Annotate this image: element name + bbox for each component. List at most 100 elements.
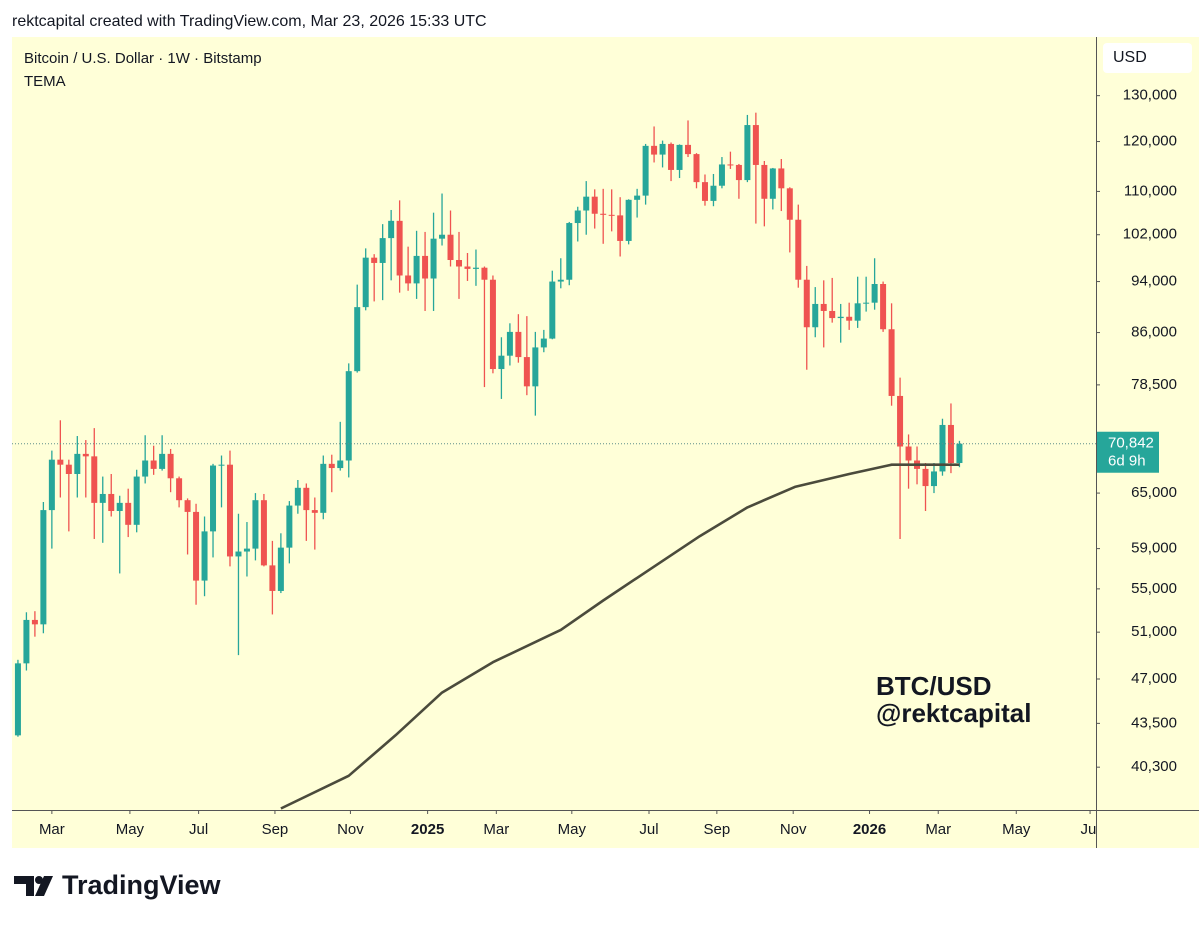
x-tick-label: Nov: [780, 821, 807, 838]
x-tick-label: Sep: [704, 821, 731, 838]
candle-body: [523, 357, 530, 387]
x-axis: Mar May Jul Sep Nov 2025 Mar May Jul Sep Nov 2026 Ma…: [39, 810, 1096, 838]
y-tick-label: 120,000: [1123, 133, 1177, 150]
x-tick-label: Mar: [925, 821, 951, 838]
candle-body: [778, 168, 785, 189]
candle-body: [481, 267, 488, 280]
candle-body: [812, 303, 819, 328]
candle-body: [413, 255, 420, 284]
candle-body: [846, 316, 853, 321]
candle-body: [260, 500, 267, 566]
candle-body: [506, 331, 513, 356]
watermark: @rektcapital: [876, 698, 1031, 728]
candle-body: [600, 213, 607, 215]
countdown: 6d 9h: [1108, 453, 1146, 470]
candle-body: [167, 453, 174, 479]
candle-body: [608, 214, 615, 216]
candle-body: [489, 279, 496, 370]
last-price-box: [1097, 431, 1159, 473]
candle-body: [226, 464, 233, 557]
y-tick-label: 43,500: [1131, 714, 1177, 731]
candle-body: [31, 619, 38, 625]
candle-body: [430, 238, 437, 279]
y-tick-label: 65,000: [1131, 484, 1177, 501]
candle-body: [286, 505, 293, 548]
y-tick-label: 40,300: [1131, 758, 1177, 775]
candle-body: [371, 257, 378, 263]
candle-body: [252, 500, 259, 549]
candle-body: [744, 125, 751, 181]
brand: TradingView: [62, 870, 222, 900]
candle-body: [116, 502, 123, 512]
candle-body: [803, 279, 810, 328]
candle-body: [710, 185, 717, 201]
candle-body: [752, 125, 759, 165]
candle-body: [472, 267, 479, 269]
candle-body: [14, 663, 21, 736]
candle-body: [837, 316, 844, 319]
x-tick-label: Mar: [39, 821, 65, 838]
indicator-legend: TEMA: [24, 73, 66, 90]
candle-body: [303, 487, 310, 511]
candle-body: [761, 164, 768, 199]
candle-body: [634, 195, 641, 200]
candle-body: [311, 510, 318, 513]
candle-body: [498, 355, 505, 370]
candle-body: [574, 210, 581, 224]
candle-body: [269, 565, 276, 591]
y-tick-label: 102,000: [1123, 226, 1177, 243]
y-tick-label: 47,000: [1131, 670, 1177, 687]
candle-body: [685, 144, 692, 155]
candle-body: [464, 266, 471, 269]
currency-button[interactable]: [1103, 43, 1192, 73]
candle-body: [625, 199, 632, 241]
candle-body: [439, 234, 446, 239]
candle-body: [905, 446, 912, 461]
y-tick-label: 130,000: [1123, 87, 1177, 104]
candle-body: [693, 154, 700, 183]
candle-body: [922, 468, 929, 487]
candle-body: [277, 547, 284, 591]
chart-background: [12, 37, 1199, 848]
candle-body: [65, 464, 72, 474]
candle-body: [863, 302, 870, 304]
candle-body: [337, 460, 344, 469]
candle-body: [328, 463, 335, 469]
candle-body: [888, 329, 895, 396]
candle-body: [218, 464, 225, 466]
candle-body: [447, 234, 454, 261]
candle-body: [379, 238, 386, 263]
candle-body: [235, 551, 242, 557]
header: rektcapital created with TradingView.com…: [12, 13, 487, 30]
candle-body: [150, 460, 157, 469]
x-tick-label: Mar: [483, 821, 509, 838]
candle-body: [795, 219, 802, 280]
candle-body: [396, 220, 403, 276]
last-price-label: 70,842: [1108, 435, 1154, 452]
candle-body: [108, 493, 115, 512]
candle-body: [23, 619, 30, 664]
y-tick-label: 86,000: [1131, 324, 1177, 341]
y-tick-label: 55,000: [1131, 580, 1177, 597]
candle-body: [142, 460, 149, 477]
candle-body: [294, 487, 301, 506]
candle-body: [947, 424, 954, 464]
brand-logo: [14, 876, 53, 896]
y-tick-label: 59,000: [1131, 540, 1177, 557]
x-tick-label: Jul: [639, 821, 658, 838]
candle-body: [405, 275, 412, 284]
candle-body: [583, 196, 590, 211]
chart-title: Bitcoin / U.S. Dollar · 1W · Bitstamp: [24, 50, 262, 67]
candle-body: [956, 443, 963, 464]
candle-body: [651, 145, 658, 155]
y-tick-label: 110,000: [1124, 182, 1177, 199]
candle-body: [57, 459, 64, 465]
candle-body: [184, 500, 191, 512]
candle-body: [456, 260, 463, 267]
candle-body: [193, 511, 200, 581]
plot: [14, 112, 963, 810]
watermark: BTC/USD: [876, 671, 992, 701]
candle-body: [897, 395, 904, 447]
candle-body: [354, 307, 361, 372]
candle-body: [532, 347, 539, 387]
